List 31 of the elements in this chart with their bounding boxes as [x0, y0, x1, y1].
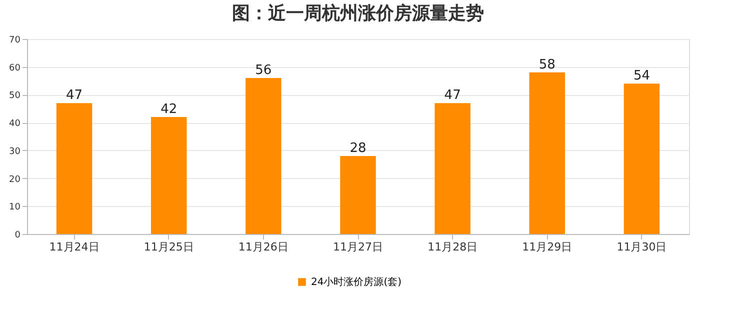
data-label: 47: [444, 88, 461, 104]
bar: [624, 84, 660, 234]
data-label: 54: [633, 68, 650, 84]
x-tick-label: 11月27日: [333, 240, 383, 254]
bar: [529, 72, 566, 234]
data-label: 56: [255, 63, 272, 78]
bar: [340, 156, 376, 234]
data-label: 28: [350, 141, 366, 156]
data-label: 47: [66, 88, 83, 104]
y-tick-label: 70: [9, 36, 21, 46]
bar: [434, 103, 470, 234]
legend-label: 24小时涨价房源(套): [311, 276, 402, 288]
x-tick-label: 11月26日: [238, 240, 288, 254]
y-tick-label: 40: [9, 119, 21, 130]
y-tick-label: 50: [9, 91, 21, 102]
x-tick-label: 11月30日: [616, 240, 667, 254]
x-tick-label: 11月29日: [522, 240, 572, 254]
x-tick-label: 11月24日: [49, 240, 100, 254]
data-label: 42: [160, 102, 178, 117]
bar: [150, 117, 187, 234]
y-tick-label: 30: [9, 146, 21, 157]
bar: [56, 103, 92, 234]
y-tick-label: 20: [9, 174, 21, 185]
bar: [246, 78, 282, 234]
x-tick-label: 11月28日: [428, 240, 478, 254]
y-tick-label: 60: [9, 63, 21, 74]
x-tick-label: 11月25日: [144, 240, 194, 254]
data-label: 58: [538, 57, 556, 72]
y-tick-label: 10: [9, 202, 21, 213]
chart-title: 图：近一周杭州涨价房源量走势: [232, 3, 484, 24]
y-tick-label: 0: [14, 230, 21, 240]
